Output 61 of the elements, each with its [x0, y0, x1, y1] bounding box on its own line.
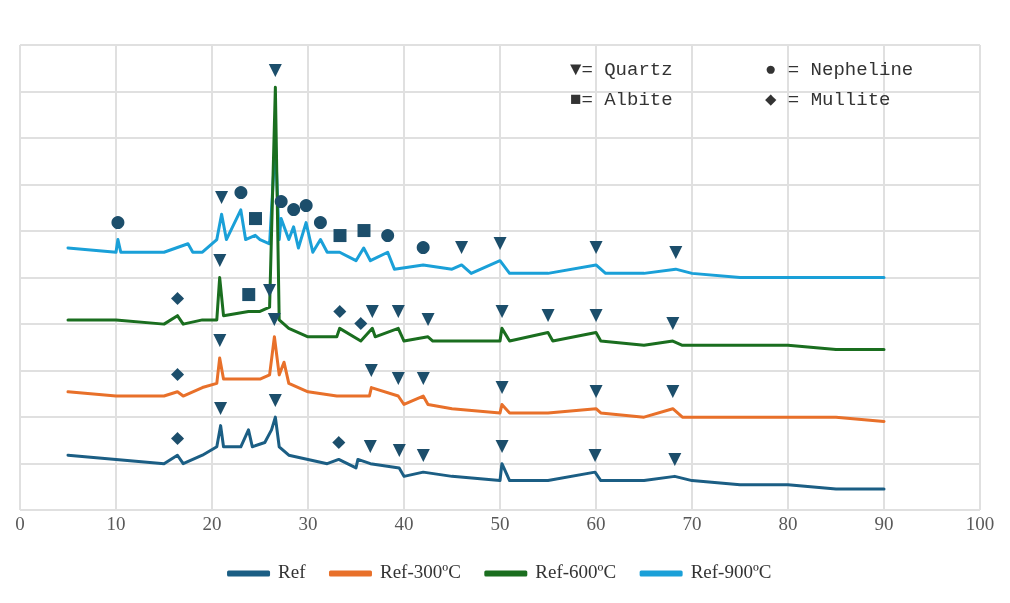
annotation: ▼ [493, 232, 508, 253]
x-tick-label: 80 [778, 512, 798, 534]
annotation: ▼ [392, 439, 407, 460]
x-tick-label: 0 [15, 512, 25, 534]
annotation: ▼ [495, 435, 510, 456]
x-tick-label: 100 [965, 512, 995, 534]
annotation: ▼ [666, 380, 681, 401]
annotation: ▼ [268, 58, 283, 79]
annotation: ▼ [668, 447, 683, 468]
annotation: ▼ [589, 380, 604, 401]
annotation: ▼ [666, 312, 681, 333]
annotation: ▼ [541, 304, 556, 324]
annotation: ◆ [170, 426, 185, 447]
x-tick-label: 90 [874, 512, 894, 534]
annotation: ● [233, 181, 249, 202]
annotation: ▼ [391, 299, 406, 320]
annotation: ▼ [588, 443, 603, 464]
legend-label: Ref-600ºC [535, 561, 617, 583]
annotation: ◆ [333, 299, 348, 320]
annotation: ▼ [215, 185, 230, 206]
annotation: ■ [355, 219, 372, 240]
annotation: ■ [240, 282, 257, 303]
annotation: ▼ [495, 299, 510, 320]
annotation: ■ [331, 223, 348, 244]
annotation: ● [380, 223, 396, 244]
annotation: ◆ [332, 430, 347, 451]
text: ● = Nepheline [765, 59, 914, 82]
annotation: ◆ [170, 287, 185, 308]
annotation: ▼ [213, 249, 228, 270]
annotation: ▼ [455, 236, 470, 257]
annotation: ◆ = Mullite [765, 89, 891, 112]
annotation: ▼ [364, 358, 379, 379]
annotation: ▼ [416, 443, 431, 464]
annotation: ■= Albite [570, 89, 673, 112]
annotation: ▼ [268, 388, 283, 409]
annotation: ▼ [391, 367, 406, 388]
annotation: ▼ [213, 329, 228, 350]
annotation: ▼ [363, 435, 378, 456]
annotation: ▼ [669, 240, 684, 261]
annotation: ▼ [589, 304, 604, 324]
annotation: ▼ [589, 236, 604, 257]
annotation: ◆ [170, 363, 185, 384]
x-tick-label: 30 [298, 512, 318, 534]
annotation: ● [313, 210, 328, 231]
text: ▼= Quartz [570, 59, 673, 82]
x-tick-label: 10 [106, 512, 126, 534]
annotation: ▼ [214, 397, 229, 418]
annotation: ▼ [495, 375, 510, 396]
legend-label: Ref [278, 561, 307, 583]
legend-label: Ref-300ºC [379, 561, 461, 583]
x-tick-label: 60 [586, 512, 606, 534]
legend-label: Ref-900ºC [690, 561, 772, 583]
annotation: ● [110, 210, 126, 231]
x-tick-label: 70 [682, 512, 702, 534]
x-tick-label: 40 [394, 512, 414, 534]
x-tick-label: 50 [490, 512, 510, 534]
annotation: ■ [247, 206, 264, 227]
annotation: ▼ [416, 367, 431, 388]
annotation: ● [415, 236, 431, 257]
annotation: ▼ [421, 308, 436, 329]
x-tick-label: 20 [202, 512, 222, 534]
